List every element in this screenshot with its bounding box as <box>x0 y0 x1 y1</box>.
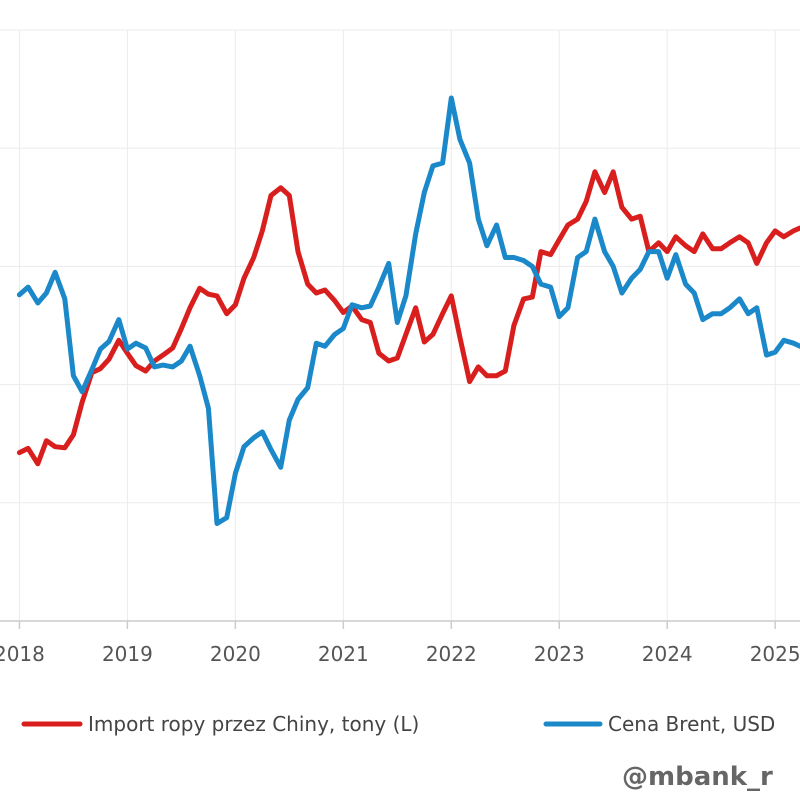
x-tick-label-2020: 2020 <box>210 642 261 666</box>
x-tick-label-2019: 2019 <box>102 642 153 666</box>
legend-label-brent: Cena Brent, USD <box>608 712 775 736</box>
watermark: @mbank_r <box>622 762 773 792</box>
series-line-import <box>16 169 800 467</box>
gridlines <box>0 29 800 621</box>
x-tick-label-2023: 2023 <box>534 642 585 666</box>
x-tick-label-2018: 2018 <box>0 642 45 666</box>
x-tick-label-2021: 2021 <box>318 642 369 666</box>
x-axis-ticks: 2018 2019 2020 2021 2022 2023 2024 2025 <box>0 621 800 666</box>
legend: Import ropy przez Chiny, tony (L) Cena B… <box>21 712 775 736</box>
series-line-brent <box>16 95 800 526</box>
x-tick-label-2024: 2024 <box>642 642 693 666</box>
legend-label-import: Import ropy przez Chiny, tony (L) <box>88 712 419 736</box>
x-tick-label-2025: 2025 <box>750 642 800 666</box>
x-tick-label-2022: 2022 <box>426 642 477 666</box>
series-layer <box>16 95 800 526</box>
